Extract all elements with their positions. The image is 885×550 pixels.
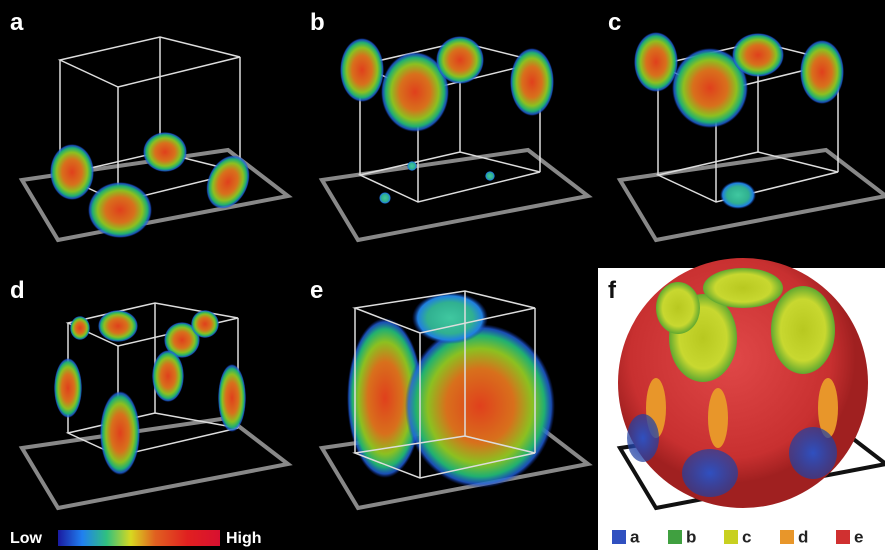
figure: Low High a b c d e a b c d e f — [0, 0, 885, 550]
density-blob — [436, 36, 484, 84]
legend-swatch — [836, 530, 850, 544]
density-blob — [191, 310, 219, 338]
density-blob — [405, 324, 555, 488]
legend-swatch — [612, 530, 626, 544]
density-blob — [656, 282, 700, 334]
density-blob — [143, 132, 187, 172]
legend-label: b — [686, 527, 696, 546]
legend-label: d — [798, 527, 808, 546]
panel-label: d — [10, 277, 25, 304]
density-blob — [703, 268, 783, 308]
colorbar-low: Low — [10, 530, 43, 547]
density-blob — [70, 316, 90, 340]
density-blob — [98, 310, 138, 342]
panel-label: a — [10, 9, 24, 36]
density-blob — [708, 388, 728, 448]
density-blob — [54, 358, 82, 418]
density-blob — [407, 161, 417, 171]
legend-label: a — [630, 527, 640, 546]
density-blob — [627, 414, 659, 462]
density-blob — [771, 286, 835, 374]
density-blob — [682, 449, 738, 497]
legend-swatch — [668, 530, 682, 544]
legend-swatch — [724, 530, 738, 544]
legend-swatch — [780, 530, 794, 544]
colorbar-high: High — [226, 530, 262, 547]
density-blob — [152, 350, 184, 402]
density-blob — [634, 32, 678, 92]
panel-label: b — [310, 9, 325, 36]
legend-label: e — [854, 527, 863, 546]
panel-label: f — [608, 277, 617, 304]
panel-label: c — [608, 9, 621, 36]
density-blob — [100, 391, 140, 475]
density-blob — [218, 364, 246, 432]
panel-label: e — [310, 277, 323, 304]
density-blob — [379, 192, 391, 204]
density-blob — [720, 181, 756, 209]
density-blob — [789, 427, 837, 479]
density-blob — [50, 144, 94, 200]
density-blob — [485, 171, 495, 181]
density-blob — [412, 292, 488, 344]
density-blob — [340, 38, 384, 102]
legend-label: c — [742, 527, 751, 546]
density-blob — [800, 40, 844, 104]
density-blob — [732, 33, 784, 77]
colorbar — [58, 530, 220, 546]
density-blob — [510, 48, 554, 116]
density-blob — [88, 182, 152, 238]
